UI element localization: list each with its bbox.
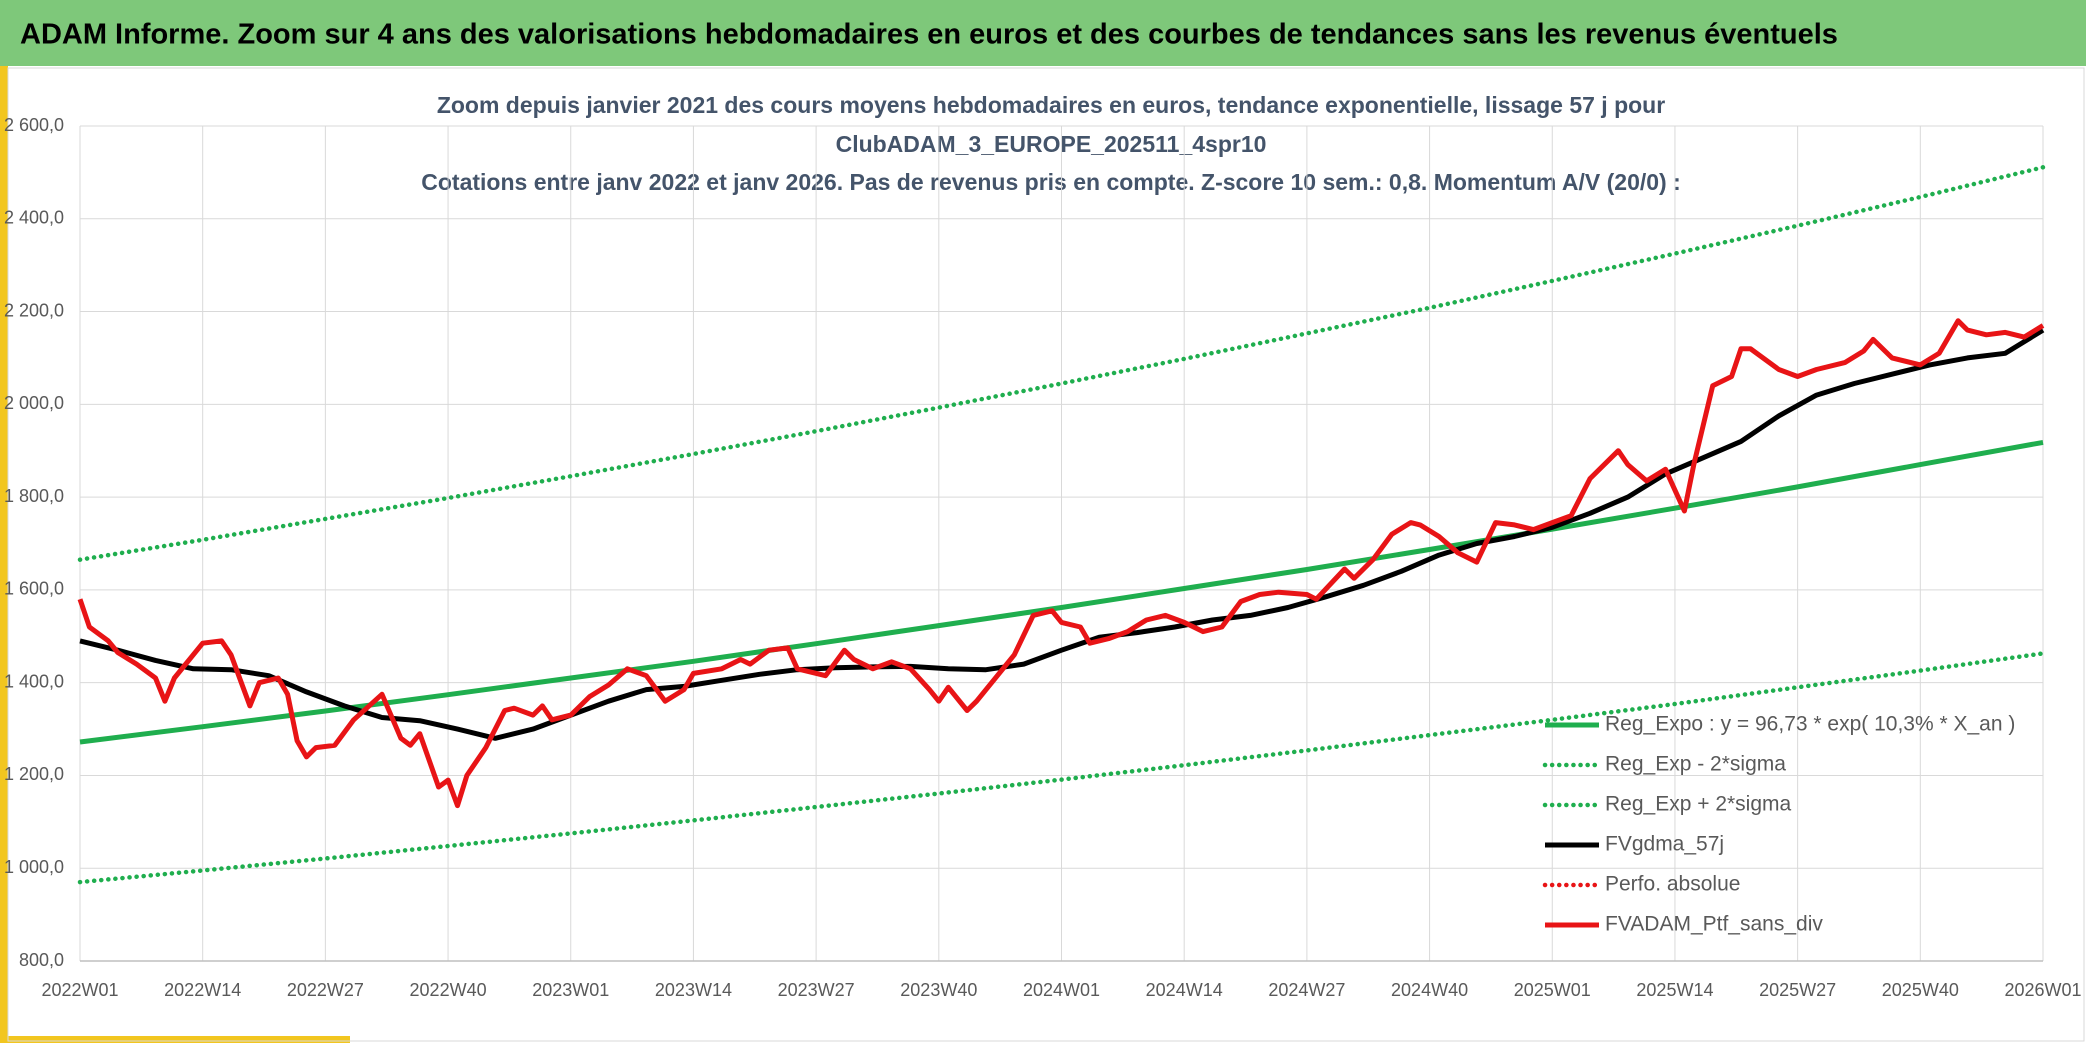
x-tick-label: 2022W14 xyxy=(164,980,241,1000)
x-tick-label: 2024W40 xyxy=(1391,980,1468,1000)
y-tick-label: 2 200,0 xyxy=(4,300,64,320)
x-tick-label: 2025W01 xyxy=(1514,980,1591,1000)
chart-border xyxy=(7,67,2085,1042)
chart-title: ClubADAM_3_EUROPE_202511_4spr10 xyxy=(836,131,1267,157)
legend-label: FVgdma_57j xyxy=(1605,833,1724,856)
x-tick-label: 2024W01 xyxy=(1023,980,1100,1000)
x-tick-label: 2026W01 xyxy=(2004,980,2081,1000)
y-tick-label: 2 000,0 xyxy=(4,393,64,413)
x-tick-label: 2024W14 xyxy=(1146,980,1223,1000)
y-tick-label: 1 200,0 xyxy=(4,764,64,784)
legend-label: Perfo. absolue xyxy=(1605,873,1740,896)
y-tick-label: 2 600,0 xyxy=(4,115,64,135)
y-tick-label: 1 000,0 xyxy=(4,857,64,877)
x-tick-label: 2022W40 xyxy=(410,980,487,1000)
header-band xyxy=(0,0,2086,66)
x-tick-label: 2023W40 xyxy=(900,980,977,1000)
bottom-accent xyxy=(0,1036,350,1043)
chart-title: Cotations entre janv 2022 et janv 2026. … xyxy=(421,169,1681,195)
legend-label: Reg_Exp + 2*sigma xyxy=(1605,793,1792,816)
left-accent xyxy=(0,66,8,1043)
series-line xyxy=(77,165,2046,562)
y-tick-label: 2 400,0 xyxy=(4,208,64,228)
y-tick-label: 800,0 xyxy=(19,950,64,970)
legend-label: FVADAM_Ptf_sans_div xyxy=(1605,913,1823,936)
legend-label: Reg_Exp - 2*sigma xyxy=(1605,753,1786,776)
legend-label: Reg_Expo : y = 96,73 * exp( 10,3% * X_an… xyxy=(1605,713,2015,736)
x-tick-label: 2022W01 xyxy=(41,980,118,1000)
y-tick-label: 1 400,0 xyxy=(4,671,64,691)
x-tick-label: 2025W40 xyxy=(1882,980,1959,1000)
x-tick-label: 2023W27 xyxy=(778,980,855,1000)
x-tick-label: 2023W01 xyxy=(532,980,609,1000)
chart-title: Zoom depuis janvier 2021 des cours moyen… xyxy=(437,92,1665,118)
x-tick-label: 2025W27 xyxy=(1759,980,1836,1000)
y-tick-label: 1 800,0 xyxy=(4,486,64,506)
series-line xyxy=(79,327,2045,741)
x-tick-label: 2024W27 xyxy=(1268,980,1345,1000)
series-line xyxy=(79,439,2044,745)
x-tick-label: 2025W14 xyxy=(1636,980,1713,1000)
y-tick-label: 1 600,0 xyxy=(4,579,64,599)
series-line xyxy=(77,651,2046,885)
x-tick-label: 2022W27 xyxy=(287,980,364,1000)
header-title: ADAM Informe. Zoom sur 4 ans des valoris… xyxy=(20,19,1838,51)
x-tick-label: 2023W14 xyxy=(655,980,732,1000)
series-line xyxy=(77,318,2045,809)
